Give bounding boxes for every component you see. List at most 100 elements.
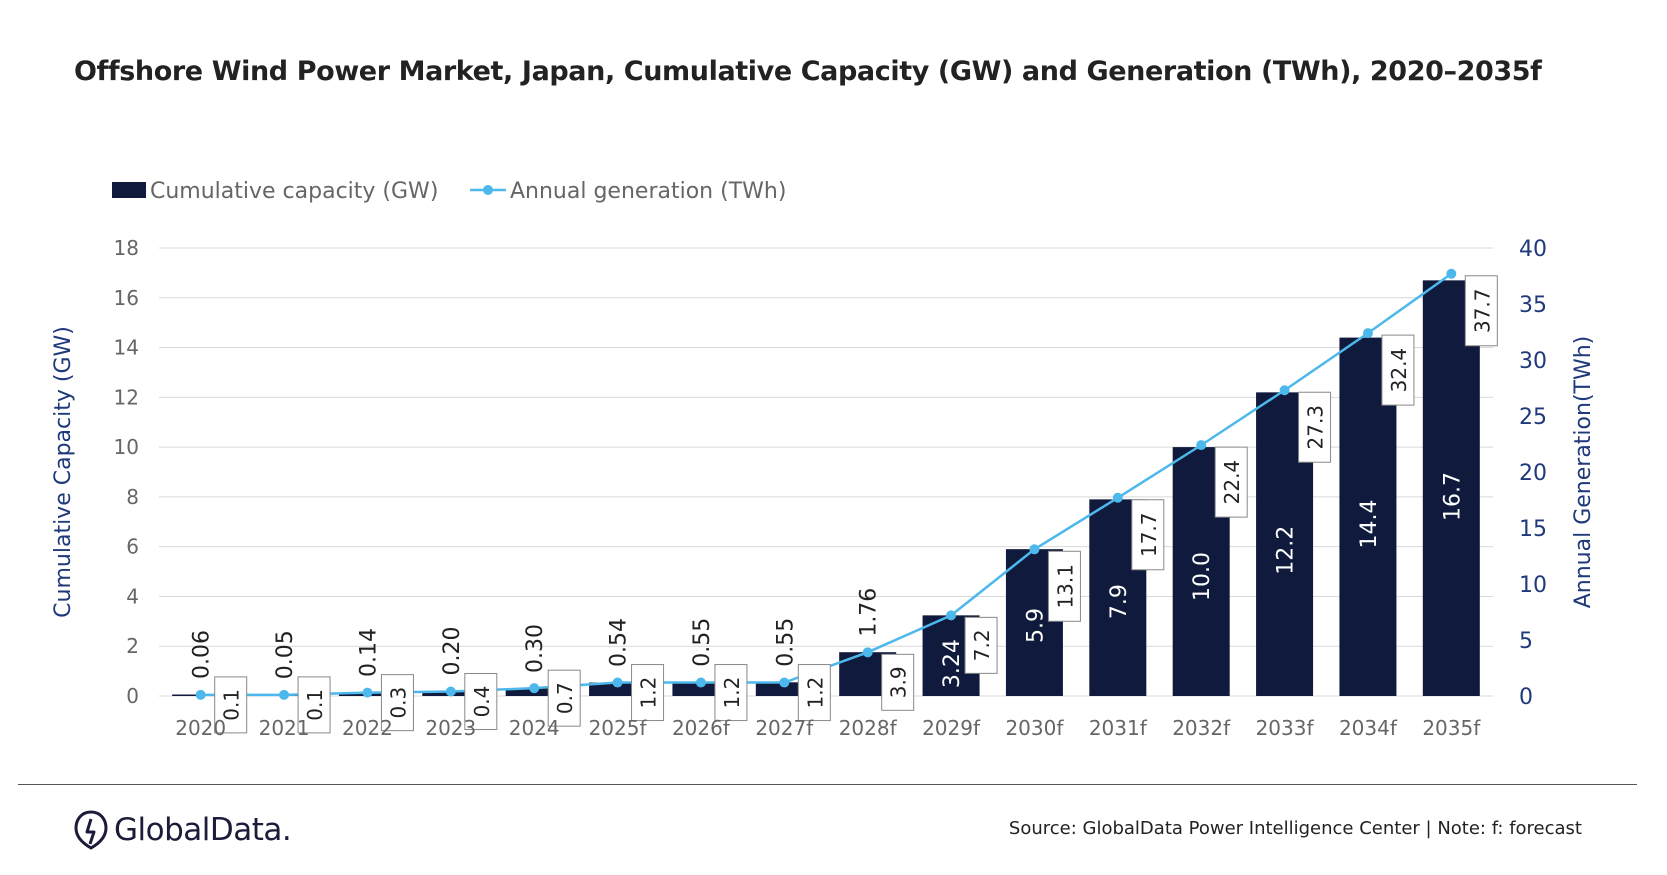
bar-value-label: 0.30 xyxy=(523,624,548,673)
line-marker xyxy=(1279,385,1290,396)
line-marker xyxy=(1029,544,1040,555)
line-value-box xyxy=(1381,334,1415,406)
line-value-label: 1.2 xyxy=(637,677,661,709)
chart-title: Offshore Wind Power Market, Japan, Cumul… xyxy=(74,56,1542,87)
line-marker xyxy=(529,683,540,694)
line-value-label: 27.3 xyxy=(1304,405,1328,450)
line-marker xyxy=(862,647,873,658)
y-right-axis-title: Annual Generation(TWh) xyxy=(1571,336,1596,609)
y-right-tick-label: 40 xyxy=(1519,237,1547,262)
bar xyxy=(1422,280,1480,696)
globaldata-logo-icon xyxy=(74,810,108,850)
line-value-label: 22.4 xyxy=(1220,460,1244,505)
bar-value-label: 0.55 xyxy=(690,618,715,667)
x-tick-label: 2023 xyxy=(425,716,476,740)
line-value-box xyxy=(297,676,331,734)
x-tick-label: 2027f xyxy=(755,716,814,740)
bar-value-label: 7.9 xyxy=(1107,584,1132,619)
x-tick-label: 2022 xyxy=(342,716,393,740)
line-value-label: 0.3 xyxy=(386,687,410,719)
y-left-tick-label: 10 xyxy=(114,435,139,459)
line-marker xyxy=(612,677,623,688)
line-value-label: 1.2 xyxy=(720,677,744,709)
line-value-box xyxy=(964,616,998,674)
line-value-box xyxy=(881,653,915,711)
line-value-box xyxy=(1214,446,1248,518)
line-value-box xyxy=(380,674,414,732)
x-tick-label: 2025f xyxy=(589,716,648,740)
y-left-tick-label: 12 xyxy=(114,385,139,409)
line-marker xyxy=(279,689,290,700)
y-right-tick-label: 10 xyxy=(1519,573,1547,598)
x-tick-label: 2024 xyxy=(509,716,560,740)
line-value-label: 0.4 xyxy=(470,686,494,718)
bar-value-label: 1.76 xyxy=(857,588,882,637)
line-value-label: 0.1 xyxy=(220,689,244,721)
y-right-tick-label: 25 xyxy=(1519,405,1547,430)
line-marker xyxy=(946,610,957,621)
y-left-tick-label: 0 xyxy=(126,684,139,708)
y-left-axis-title: Cumulative Capacity (GW) xyxy=(51,326,76,618)
x-tick-label: 2029f xyxy=(922,716,981,740)
x-tick-label: 2030f xyxy=(1005,716,1064,740)
line-value-label: 17.7 xyxy=(1137,512,1161,557)
line-value-label: 7.2 xyxy=(970,629,994,661)
y-right-tick-label: 15 xyxy=(1519,517,1547,542)
line-value-label: 13.1 xyxy=(1053,564,1077,609)
y-left-tick-label: 4 xyxy=(126,584,139,608)
legend-bar-label: Cumulative capacity (GW) xyxy=(150,179,438,204)
line-value-box xyxy=(214,676,248,734)
bar-value-label: 12.2 xyxy=(1274,526,1299,575)
x-tick-label: 2031f xyxy=(1089,716,1148,740)
x-tick-label: 2034f xyxy=(1339,716,1398,740)
y-left-tick-label: 6 xyxy=(126,535,139,559)
line-value-label: 32.4 xyxy=(1387,348,1411,393)
axes: 0 2 4 6 8 10 12 14 16 18 0 5 10 15 20 25 30 35 40 Cumulativ… xyxy=(51,236,1596,740)
line-value-box xyxy=(547,669,581,727)
y-left-tick-label: 16 xyxy=(114,286,139,310)
bar-value-label: 10.0 xyxy=(1190,552,1215,601)
bar-value-label: 0.06 xyxy=(190,630,215,679)
source-note: Source: GlobalData Power Intelligence Ce… xyxy=(1008,818,1582,839)
y-right-tick-label: 35 xyxy=(1519,293,1547,318)
line-value-box xyxy=(631,664,665,722)
bar-value-label: 0.14 xyxy=(356,628,381,677)
line-marker xyxy=(695,677,706,688)
line-marker xyxy=(195,689,206,700)
bar-value-label: 5.9 xyxy=(1023,608,1048,643)
bar-series xyxy=(172,280,1480,696)
x-tick-label: 2026f xyxy=(672,716,731,740)
line-marker xyxy=(445,686,456,697)
logo-text: GlobalData. xyxy=(114,812,292,848)
legend-line-label: Annual generation (TWh) xyxy=(510,179,786,204)
y-left-tick-label: 18 xyxy=(114,236,139,260)
x-tick-label: 2032f xyxy=(1172,716,1231,740)
bar-value-label: 0.54 xyxy=(607,618,632,667)
globaldata-logo: GlobalData. xyxy=(72,808,292,852)
line-value-label: 0.1 xyxy=(303,689,327,721)
y-right-tick-label: 0 xyxy=(1519,685,1533,710)
x-tick-label: 2020 xyxy=(175,716,226,740)
y-right-tick-label: 5 xyxy=(1519,629,1533,654)
bar-value-label: 3.24 xyxy=(940,639,965,688)
bar-value-label: 16.7 xyxy=(1440,472,1465,521)
line-value-label: 0.7 xyxy=(553,682,577,714)
line-value-box xyxy=(714,664,748,722)
y-right-tick-label: 30 xyxy=(1519,349,1547,374)
line-marker xyxy=(779,677,790,688)
line-value-box xyxy=(1131,499,1165,571)
line-marker xyxy=(1196,440,1207,451)
bar-value-label: 0.20 xyxy=(440,627,465,676)
x-tick-label: 2028f xyxy=(839,716,898,740)
line-marker xyxy=(1112,492,1123,503)
line-value-label: 3.9 xyxy=(887,666,911,698)
line-marker xyxy=(1362,328,1373,339)
x-tick-label: 2035f xyxy=(1422,716,1481,740)
bar-value-label: 0.55 xyxy=(773,618,798,667)
legend-bar-swatch xyxy=(112,182,146,198)
y-left-tick-label: 14 xyxy=(114,336,139,360)
line-value-box xyxy=(1047,550,1081,622)
y-left-tick-label: 2 xyxy=(126,634,139,658)
line-value-box xyxy=(464,673,498,731)
